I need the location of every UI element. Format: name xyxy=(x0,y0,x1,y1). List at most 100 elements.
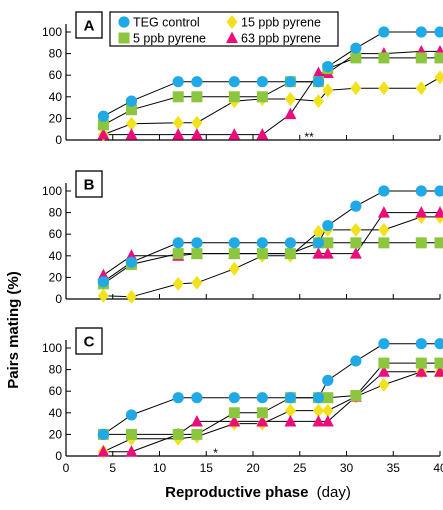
data-point xyxy=(284,414,297,427)
data-point xyxy=(350,52,362,64)
data-point xyxy=(172,248,184,260)
panel-label-box xyxy=(75,170,103,198)
series-line-63-ppb-pyrene xyxy=(103,212,440,276)
data-point xyxy=(415,81,427,96)
panel-b: 0 20 40 60 80 100 B xyxy=(42,170,443,306)
data-point xyxy=(434,185,443,197)
data-point xyxy=(312,225,324,240)
data-point xyxy=(378,52,390,64)
data-point xyxy=(125,116,137,131)
panel-label-box xyxy=(75,11,103,39)
data-point xyxy=(378,357,390,369)
data-point xyxy=(284,91,296,106)
data-point xyxy=(312,66,325,79)
data-point xyxy=(125,95,138,107)
data-point xyxy=(350,390,362,402)
y-tick-label: 100 xyxy=(42,25,62,39)
data-point xyxy=(191,237,203,249)
y-tick-label: 40 xyxy=(49,249,63,263)
data-point xyxy=(284,403,296,418)
panel-label: C xyxy=(84,334,95,351)
data-point xyxy=(284,107,297,120)
data-point xyxy=(125,128,138,140)
data-point xyxy=(228,407,240,419)
legend-marker xyxy=(118,32,130,44)
x-tick-label: 0 xyxy=(63,461,70,475)
data-point xyxy=(228,128,241,140)
data-point xyxy=(125,428,137,440)
y-tick-label: 40 xyxy=(49,406,63,420)
data-point xyxy=(312,237,325,249)
data-point xyxy=(378,81,390,96)
data-point xyxy=(312,392,325,404)
data-point xyxy=(125,445,138,457)
x-axis-label: Reproductive phase (day) xyxy=(165,484,351,501)
data-point xyxy=(312,403,324,418)
data-point xyxy=(415,52,427,64)
data-point xyxy=(256,414,269,427)
data-point xyxy=(322,403,334,418)
data-point xyxy=(97,288,109,303)
data-point xyxy=(312,94,324,109)
data-point xyxy=(415,26,427,38)
data-point xyxy=(350,200,362,212)
data-point xyxy=(256,128,269,140)
data-point xyxy=(256,392,268,404)
data-point xyxy=(191,91,203,103)
x-tick-label: 10 xyxy=(153,461,167,475)
significance-annotation: ** xyxy=(304,130,314,144)
x-tick-label: 15 xyxy=(200,461,214,475)
data-point xyxy=(378,26,390,38)
data-point xyxy=(322,392,334,404)
data-point xyxy=(97,128,110,140)
data-point xyxy=(125,289,137,304)
data-point xyxy=(256,237,268,249)
data-point xyxy=(125,256,138,268)
data-point xyxy=(434,70,443,85)
y-tick-label: 20 xyxy=(49,270,63,284)
data-point xyxy=(97,110,109,122)
y-tick-label: 60 xyxy=(49,384,63,398)
data-point xyxy=(349,247,362,259)
data-point xyxy=(434,206,443,218)
x-tick-label: 30 xyxy=(340,461,354,475)
data-point xyxy=(228,414,241,427)
data-point xyxy=(415,357,427,369)
data-point xyxy=(415,237,427,249)
data-point xyxy=(434,52,443,64)
series-line-63-ppb-pyrene xyxy=(103,371,440,453)
data-point xyxy=(97,119,109,131)
data-point xyxy=(350,237,362,249)
x-axis-label-main: Reproductive phase xyxy=(165,484,308,501)
data-point xyxy=(434,357,443,369)
data-point xyxy=(190,128,203,140)
data-point xyxy=(434,237,443,249)
data-point xyxy=(350,222,362,237)
data-point xyxy=(350,355,362,367)
series-line-63-ppb-pyrene xyxy=(103,50,440,136)
data-point xyxy=(256,76,268,88)
y-tick-label: 60 xyxy=(49,68,63,82)
data-point xyxy=(97,445,110,457)
y-tick-label: 20 xyxy=(49,111,63,125)
series-line-teg-control xyxy=(103,343,440,435)
x-tick-label: 25 xyxy=(293,461,307,475)
data-point xyxy=(312,247,325,259)
y-tick-label: 100 xyxy=(42,341,62,355)
data-point xyxy=(415,338,427,350)
data-point xyxy=(415,206,428,218)
x-tick-label: 20 xyxy=(246,461,260,475)
data-point xyxy=(125,409,138,421)
panel-label: B xyxy=(84,177,95,194)
data-point xyxy=(350,42,362,54)
series-line-5-ppb-pyrene xyxy=(103,362,440,435)
y-tick-label: 0 xyxy=(55,292,62,306)
data-point xyxy=(190,414,203,427)
data-point xyxy=(378,377,390,392)
y-tick-label: 40 xyxy=(49,90,63,104)
data-point xyxy=(228,248,240,260)
data-point xyxy=(377,206,390,218)
data-point xyxy=(322,237,334,249)
data-point xyxy=(191,428,203,440)
